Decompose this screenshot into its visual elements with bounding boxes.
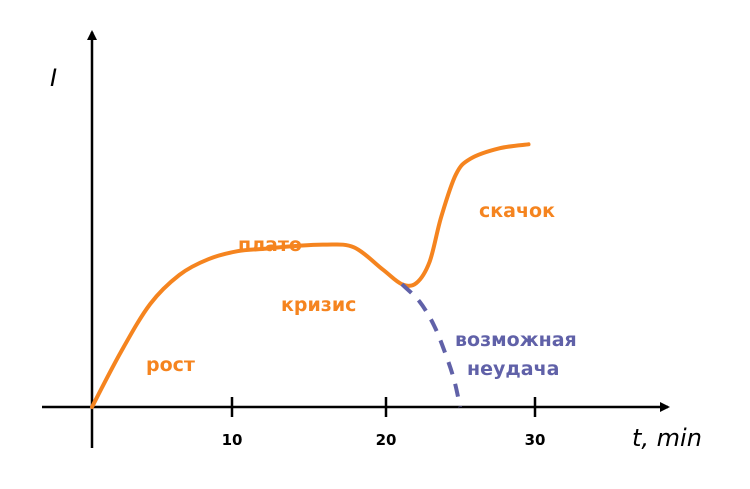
annotation-failure: неудача — [467, 358, 559, 380]
annotation-jump: скачок — [479, 200, 555, 222]
annotation-possible: возможная — [455, 329, 577, 351]
y-axis-label: I — [50, 64, 57, 92]
annotation-growth: рост — [146, 354, 195, 376]
failure-dashed-series — [400, 282, 463, 408]
x-tick-label-20: 20 — [376, 431, 397, 449]
annotation-plateau: плато — [238, 234, 302, 256]
x-tick-label-10: 10 — [222, 431, 243, 449]
annotation-crisis: кризис — [281, 294, 356, 316]
x-axis-label: t, min — [632, 424, 702, 452]
main-curve-series — [90, 142, 531, 409]
x-tick-label-30: 30 — [525, 431, 546, 449]
